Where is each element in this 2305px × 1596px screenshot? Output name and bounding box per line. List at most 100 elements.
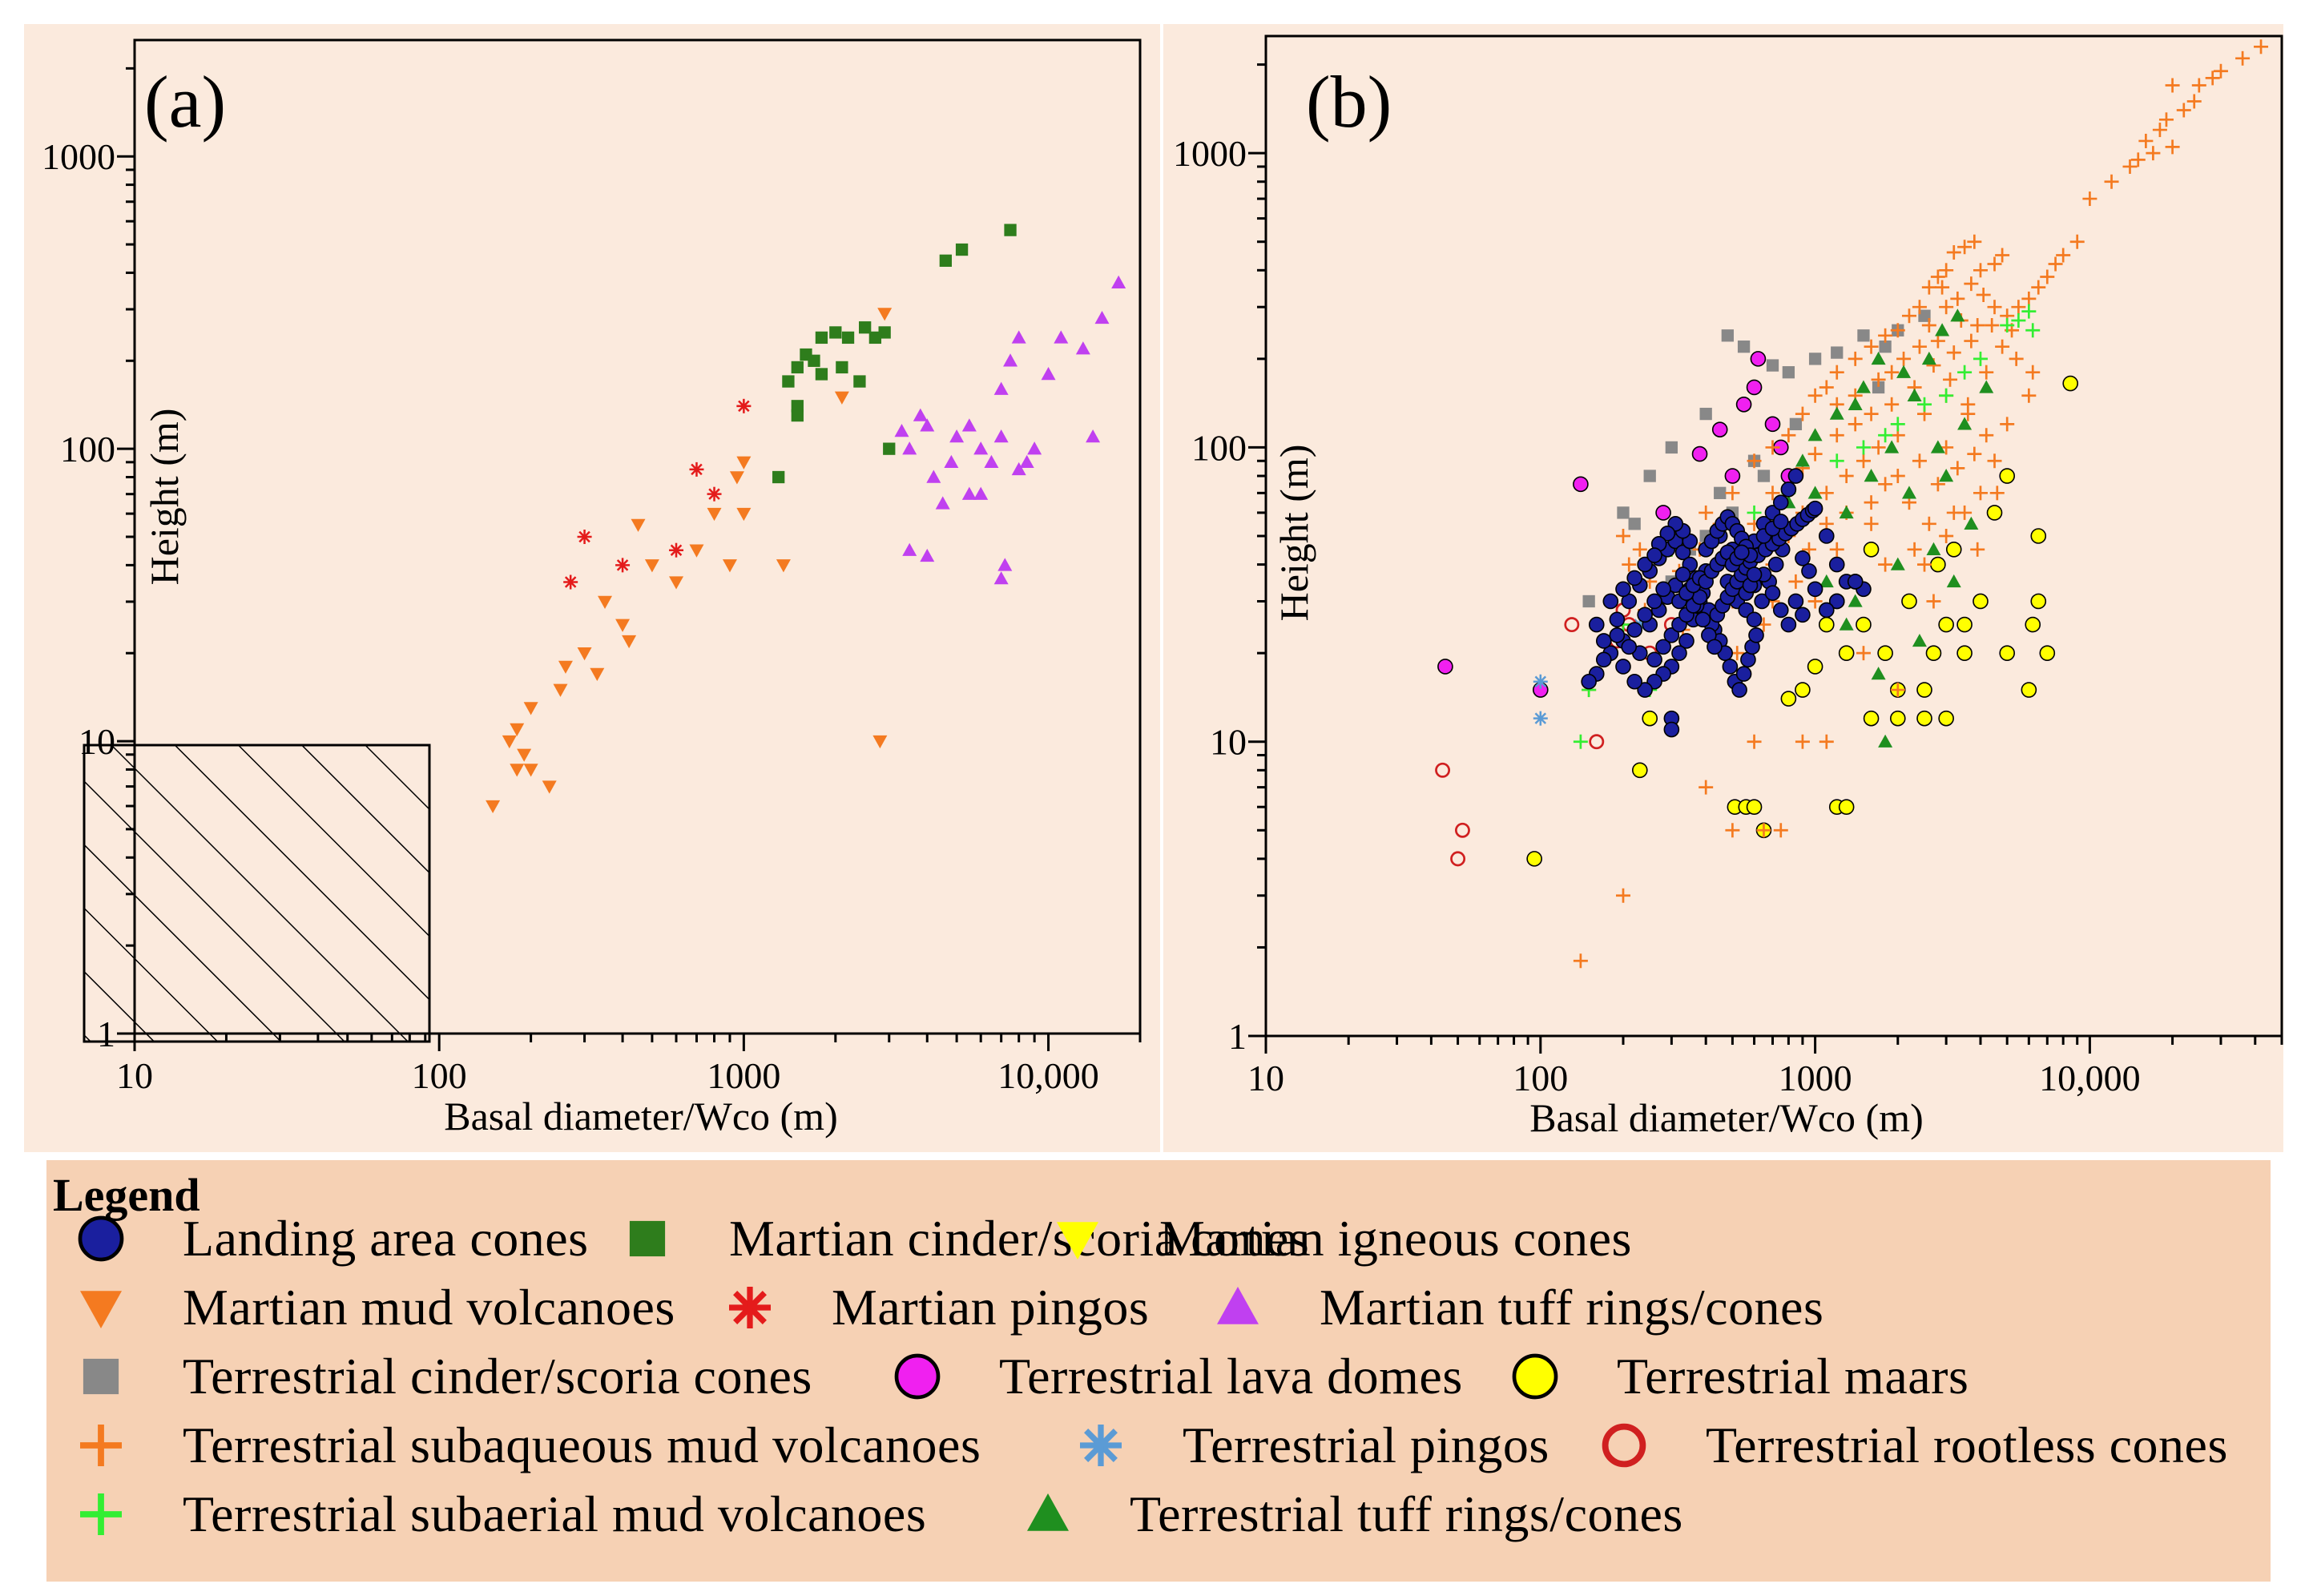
legend-marker (1057, 1222, 1098, 1259)
data-point (1746, 611, 1763, 628)
data-point (1615, 888, 1630, 903)
data-point (2191, 78, 2206, 93)
data-point (2122, 159, 2138, 174)
data-point (2048, 256, 2063, 272)
data-point (1889, 710, 1906, 727)
data-point (1890, 469, 1905, 484)
data-point (1829, 428, 1844, 443)
data-point (1879, 341, 1892, 353)
data-point (1699, 407, 1712, 421)
legend-marker (894, 1353, 941, 1400)
panel-b-series-landing-area-cones (1581, 468, 1872, 738)
data-point (1582, 594, 1595, 608)
data-point (1946, 505, 1961, 520)
data-point (1795, 682, 1811, 698)
data-point (1725, 486, 1740, 501)
data-point (1595, 651, 1612, 668)
data-point (1901, 486, 1916, 499)
legend-marker (1217, 1287, 1259, 1324)
data-point (1756, 823, 1771, 838)
data-point (1526, 851, 1542, 867)
data-point (2186, 94, 2202, 109)
panel-a-series-martian-tuff-rings-cones (894, 275, 1126, 585)
data-point (486, 800, 501, 814)
data-point (1454, 822, 1470, 838)
legend-symbol-tri-down-icon (1057, 1222, 1098, 1259)
data-point (2069, 234, 2085, 249)
data-point (1626, 673, 1642, 690)
data-point (1795, 406, 1810, 421)
data-point (598, 595, 613, 609)
data-point (1678, 633, 1694, 649)
legend-item-terrestrial-lava-domes: Terrestrial lava domes (885, 1344, 1463, 1409)
legend-label: Terrestrial subaqueous mud volcanoes (183, 1417, 981, 1473)
data-point (1838, 645, 1855, 661)
legend-symbol-circle-open-icon (1602, 1423, 1646, 1468)
data-point (894, 423, 909, 437)
data-point (920, 418, 935, 432)
data-point (1631, 762, 1648, 779)
data-point (2000, 417, 2015, 432)
data-point (1856, 440, 1871, 455)
legend-label: Terrestrial cinder/scoria cones (183, 1348, 812, 1405)
data-point (1659, 526, 1676, 542)
data-point (2011, 313, 2026, 328)
data-point (1747, 734, 1762, 749)
data-point (961, 486, 977, 500)
data-point (973, 486, 989, 500)
data-point (1767, 556, 1784, 573)
legend-symbol-tri-up-icon (1217, 1287, 1259, 1324)
data-point (2011, 300, 2026, 315)
data-point (1871, 667, 1886, 680)
data-point (1979, 365, 1994, 380)
data-point (1945, 541, 1962, 558)
legend-symbol-square-icon (83, 1358, 119, 1395)
data-point (1864, 495, 1879, 510)
data-point (859, 321, 872, 334)
data-point (791, 361, 804, 374)
panel-b-x-tick-label: 10 (1247, 1058, 1284, 1098)
data-point (722, 559, 737, 573)
data-point (1935, 323, 1950, 337)
data-point (1819, 734, 1834, 749)
data-point (961, 418, 977, 432)
data-point (913, 408, 928, 421)
data-point (736, 398, 752, 413)
legend-label: Terrestrial lava domes (999, 1348, 1463, 1405)
data-point (1617, 506, 1630, 519)
legend-marker (80, 1291, 122, 1328)
data-point (1864, 469, 1879, 482)
data-point (1999, 468, 2016, 484)
data-point (2235, 50, 2251, 66)
panel-a-xlabel: Basal diameter/Wco (m) (444, 1094, 837, 1139)
data-point (1973, 593, 1989, 610)
data-point (1772, 602, 1789, 619)
data-point (1765, 486, 1780, 501)
panel-b-series-terrestrial-maars (1526, 375, 2079, 867)
data-point (1872, 381, 1885, 394)
legend-item-landing-area-cones: Landing area cones (69, 1207, 589, 1271)
data-point (1787, 593, 1804, 610)
data-point (1930, 556, 1946, 573)
data-point (1027, 441, 1042, 455)
data-point (1901, 593, 1917, 610)
data-point (510, 723, 525, 736)
data-point (2146, 146, 2161, 161)
data-point (1818, 616, 1835, 633)
panel-a-x-tick-label: 10 (116, 1055, 153, 1096)
data-point (883, 442, 896, 455)
data-point (1711, 421, 1728, 437)
data-point (1848, 594, 1863, 607)
data-point (615, 558, 631, 573)
data-point (1437, 659, 1453, 675)
data-point (1628, 518, 1641, 530)
data-point (2021, 304, 2037, 319)
data-point (1746, 799, 1763, 816)
data-point (1086, 429, 1101, 443)
data-point (1921, 351, 1936, 365)
data-point (2152, 123, 2167, 138)
data-point (1995, 339, 2010, 354)
data-point (877, 308, 893, 321)
